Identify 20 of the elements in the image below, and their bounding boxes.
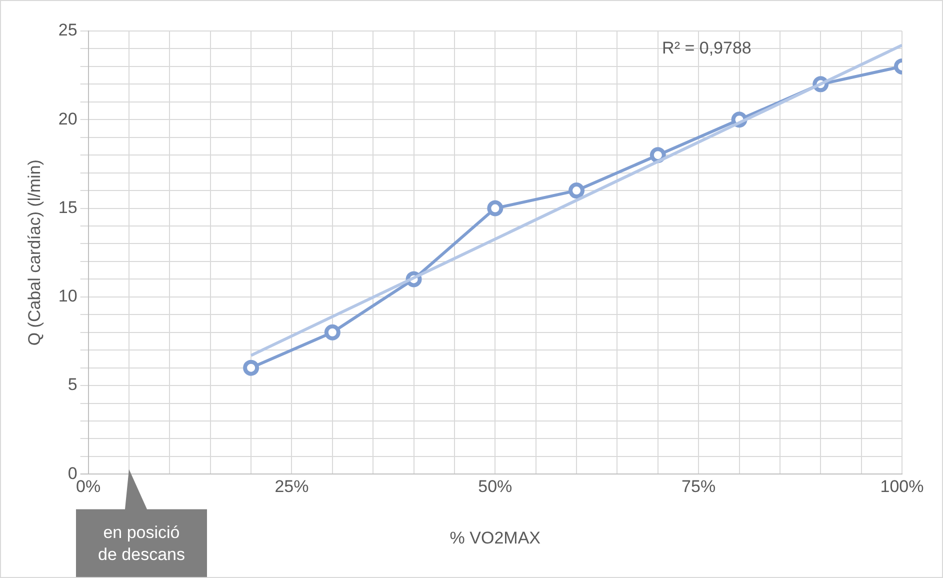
x-tick-label: 100% (880, 477, 924, 496)
y-tick-label: 20 (58, 109, 78, 128)
x-tick-label: 25% (274, 477, 309, 496)
y-axis-title: Q (Cabal cardíac) (l/min) (24, 160, 44, 346)
x-tick-label: 0% (76, 477, 101, 496)
point (243, 360, 260, 376)
text: en posició de descans (98, 522, 185, 564)
y-tick-label: 5 (68, 375, 78, 394)
annotation: R² = 0,9788 (662, 38, 752, 58)
x-tick-label: 50% (478, 477, 512, 496)
x-tick-label: 75% (682, 477, 716, 496)
y-tick-label: 0 (68, 464, 78, 483)
point (324, 324, 340, 340)
y-tick-label: 25 (58, 20, 78, 40)
x-axis-title: % VO2MAX (450, 528, 541, 548)
point (568, 182, 585, 199)
point (487, 200, 504, 216)
point (650, 147, 666, 164)
y-tick-label: 10 (58, 286, 78, 306)
y-tick-label: 15 (58, 198, 78, 217)
